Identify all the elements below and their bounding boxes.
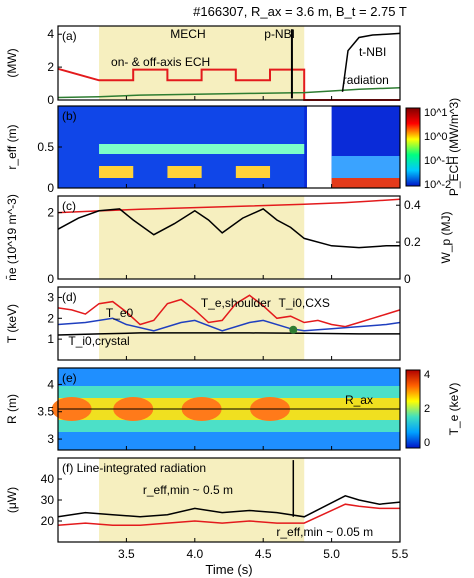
colorbar-e [405, 369, 421, 449]
colorbar-tick-b: 10^-1 [424, 155, 451, 167]
heatmap-onaxis-block-1 [167, 166, 202, 178]
y-tick-label-b: 0.5 [37, 140, 54, 154]
y2-axis-label-c: W_p (MJ) [439, 212, 453, 264]
y-axis-label-a: (MW) [5, 48, 19, 77]
panel-label-e: (e) [62, 371, 77, 385]
panel-frame-c [57, 195, 401, 280]
colorbar-tick-e: 2 [424, 403, 430, 415]
y-tick-label-e: 3 [47, 432, 54, 446]
y-tick-label-c: 0 [47, 272, 54, 286]
y-axis-label-b: r_eff (m) [5, 124, 19, 169]
annotation-reff-005: r_eff,min ~ 0.05 m [276, 525, 373, 539]
y-tick-label-a: 4 [47, 27, 54, 41]
x-axis-label: Time (s) [205, 562, 252, 577]
y-tick-label-a: 2 [47, 60, 54, 74]
series-d-1 [57, 317, 401, 332]
panel-frame-e [57, 367, 401, 451]
series-d-2 [57, 332, 400, 336]
colorbar-tick-e: 0 [424, 437, 430, 449]
y-tick-label-e: 3.5 [37, 405, 54, 419]
series-d-0 [57, 294, 401, 328]
series-f-0 [57, 494, 401, 518]
annotation-ti0-crystal: T_i0,crystal [68, 334, 129, 348]
x-tick-label: 5.0 [323, 547, 340, 561]
panel-label-a: (a) [62, 29, 77, 43]
colorbar-tick-e: 4 [424, 369, 430, 381]
y2-tick-label-c: 0.4 [404, 198, 421, 212]
annotation-tnbi: t-NBI [359, 45, 386, 59]
annotation-rax: R_ax [345, 393, 373, 407]
mech-band-f [99, 458, 305, 542]
y-tick-label-f: 20 [41, 514, 55, 528]
y-axis-label-d: T (keV) [5, 304, 19, 343]
heatmap-tnbi-core [331, 178, 400, 188]
panel-label-f: (f) Line-integrated radiation [62, 461, 206, 475]
annotation-mech: MECH [170, 27, 205, 41]
x-tick-label: 4.0 [186, 547, 203, 561]
colorbar-label-e: T_e (keV) [447, 383, 461, 436]
y-tick-label-f: 40 [41, 472, 55, 486]
x-tick-label: 3.5 [118, 547, 135, 561]
y-tick-label-d: 1 [47, 332, 54, 346]
mech-band-a [99, 26, 305, 100]
series-d-3 [289, 325, 298, 334]
chart-title: #166307, R_ax = 3.6 m, B_t = 2.75 T [193, 4, 407, 19]
y-tick-label-a: 0 [47, 93, 54, 107]
annotation-ti0-cxs: T_i0,CXS [279, 296, 330, 310]
series-f-1 [57, 503, 400, 526]
x-tick-label: 5.5 [392, 547, 409, 561]
panel-frame-a [57, 25, 401, 101]
panel-label-b: (b) [62, 109, 77, 123]
colorbar-label-b: P_ECH (MW/m^3) [447, 98, 461, 196]
y-axis-label-f: (μW) [5, 487, 19, 513]
annotation-pnbi: p-NBI [264, 27, 295, 41]
y-axis-label-c: n̄e (10^19 m^-3) [5, 194, 19, 281]
annotation-ech: on- & off-axis ECH [111, 55, 210, 69]
y-tick-label-c: 2 [47, 206, 54, 220]
colorbar-tick-b: 10^1 [424, 107, 448, 119]
colorbar-tick-b: 10^-2 [424, 179, 451, 191]
heatmap-offaxis-band [99, 144, 305, 154]
series-a-2 [341, 32, 401, 92]
y-tick-label-d: 2 [47, 311, 54, 325]
y-tick-label-f: 30 [41, 493, 55, 507]
y-tick-label-d: 3 [47, 290, 54, 304]
heatmap-gap-b [306, 106, 332, 188]
annotation-te0: T_e0 [106, 306, 134, 320]
y-tick-label-b: 0 [47, 181, 54, 195]
y-tick-label-e: 4 [47, 377, 54, 391]
mech-band-c [99, 196, 305, 279]
heatmap-onaxis-block-2 [235, 166, 271, 178]
panel-label-d: (d) [62, 290, 77, 304]
series-a-1 [57, 86, 401, 99]
annotation-radiation: radiation [343, 73, 389, 87]
panel-label-c: (c) [62, 199, 76, 213]
y-axis-label-e: R (m) [5, 394, 19, 424]
series-c-0 [57, 198, 401, 214]
y2-tick-label-c: 0.2 [404, 235, 421, 249]
heatmap-onaxis-block-0 [99, 166, 134, 178]
colorbar-tick-b: 10^0 [424, 131, 448, 143]
series-c-1 [57, 208, 400, 249]
panel-frame-d [57, 286, 401, 361]
annotation-reff-05: r_eff,min ~ 0.5 m [143, 483, 233, 497]
colorbar-b [405, 107, 421, 187]
annotation-te-shoulder: T_e,shoulder [201, 296, 271, 310]
y2-tick-label-c: 0 [404, 272, 411, 286]
x-tick-label: 4.5 [255, 547, 272, 561]
